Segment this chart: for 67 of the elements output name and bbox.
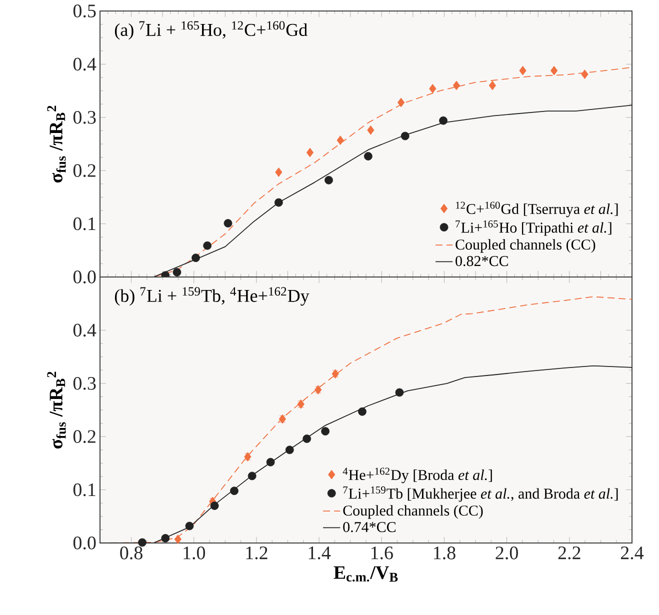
text: (a) $^{7}$Li + $^{165}$Ho, $^{12}$C+$^{160}$Gd	[114, 21, 308, 40]
point	[172, 268, 182, 276]
x-tick-label: 2.4	[620, 546, 644, 560]
point	[452, 80, 460, 90]
point	[336, 136, 344, 145]
legend-label: $^{4}$He+$^{162}$Dy [Broda et al.]	[342, 468, 492, 484]
point	[275, 167, 282, 177]
y-tick-label: 0.3	[73, 110, 96, 124]
point	[488, 80, 496, 90]
point	[266, 458, 275, 466]
point	[358, 407, 366, 416]
legend-label: $^{7}$Li+$^{165}$Ho [Tripathi et al.]	[456, 220, 612, 236]
point	[324, 176, 333, 184]
line-series	[100, 365, 632, 543]
x-tick-label: 0.8	[120, 546, 142, 560]
y-axis-title: σ$_{fus}$ /πR$_{B}$2	[47, 106, 66, 183]
y-axis-title: σ$_{fus}$ /πR$_{B}$2	[47, 372, 66, 449]
y-tick-label: 0.0	[73, 536, 96, 550]
point	[519, 66, 526, 76]
x-axis-title: E$_{c.m.}$/V$_{B}$	[334, 566, 398, 582]
legend-label: $^{7}$Li+$^{159}$Tb [Mukherjee et al., and Broda et al.]	[343, 486, 618, 502]
y-tick-label: 0.3	[73, 376, 96, 390]
point	[397, 98, 405, 108]
point	[203, 241, 212, 250]
point	[581, 70, 588, 80]
x-tick-label: 2.2	[558, 546, 580, 560]
legend-label: 0.74*CC	[343, 522, 396, 532]
point	[174, 534, 182, 544]
text: (b) $^{7}$Li + $^{159}$Tb, $^{4}$He+$^{162}$Dy	[114, 287, 310, 306]
point	[210, 502, 219, 510]
y-tick-label: 0.1	[73, 483, 96, 496]
x-tick-label: 1.2	[246, 546, 268, 560]
point	[395, 388, 404, 397]
x-tick-label: 2.0	[496, 546, 518, 560]
x-tick-label: 1.8	[434, 546, 456, 560]
point	[161, 534, 170, 542]
legend-label: Coupled channels (CC)	[456, 239, 596, 253]
x-tick-label: 1.6	[371, 546, 393, 560]
y-tick-label: 0.2	[73, 430, 96, 444]
x-tick-label: 1.4	[308, 546, 331, 560]
point	[364, 152, 372, 160]
y-tick-label: 0.2	[73, 164, 96, 178]
point	[274, 198, 283, 207]
point	[302, 434, 312, 443]
point	[248, 472, 256, 480]
point	[439, 116, 448, 125]
point	[400, 132, 410, 140]
point	[306, 148, 314, 158]
point	[285, 446, 294, 454]
x-tick-label: 1.0	[184, 546, 206, 560]
point	[367, 125, 374, 135]
point	[192, 254, 200, 262]
point	[230, 486, 238, 496]
y-tick-label: 0.4	[73, 58, 96, 71]
y-tick-label: 0.5	[73, 4, 96, 18]
legend-label: 0.82*CC	[456, 256, 508, 266]
y-tick-label: 0.4	[73, 324, 96, 337]
point	[138, 538, 146, 547]
legend-label: Coupled channels (CC)	[343, 505, 483, 519]
y-tick-label: 0.0	[73, 270, 96, 284]
point	[185, 522, 194, 530]
point	[550, 66, 558, 76]
legend-label: $^{12}$C+$^{160}$Gd [Tserruya et al.]	[456, 202, 618, 218]
y-tick-label: 0.1	[73, 217, 96, 230]
point	[224, 219, 232, 228]
point	[321, 427, 330, 436]
point	[429, 84, 436, 94]
